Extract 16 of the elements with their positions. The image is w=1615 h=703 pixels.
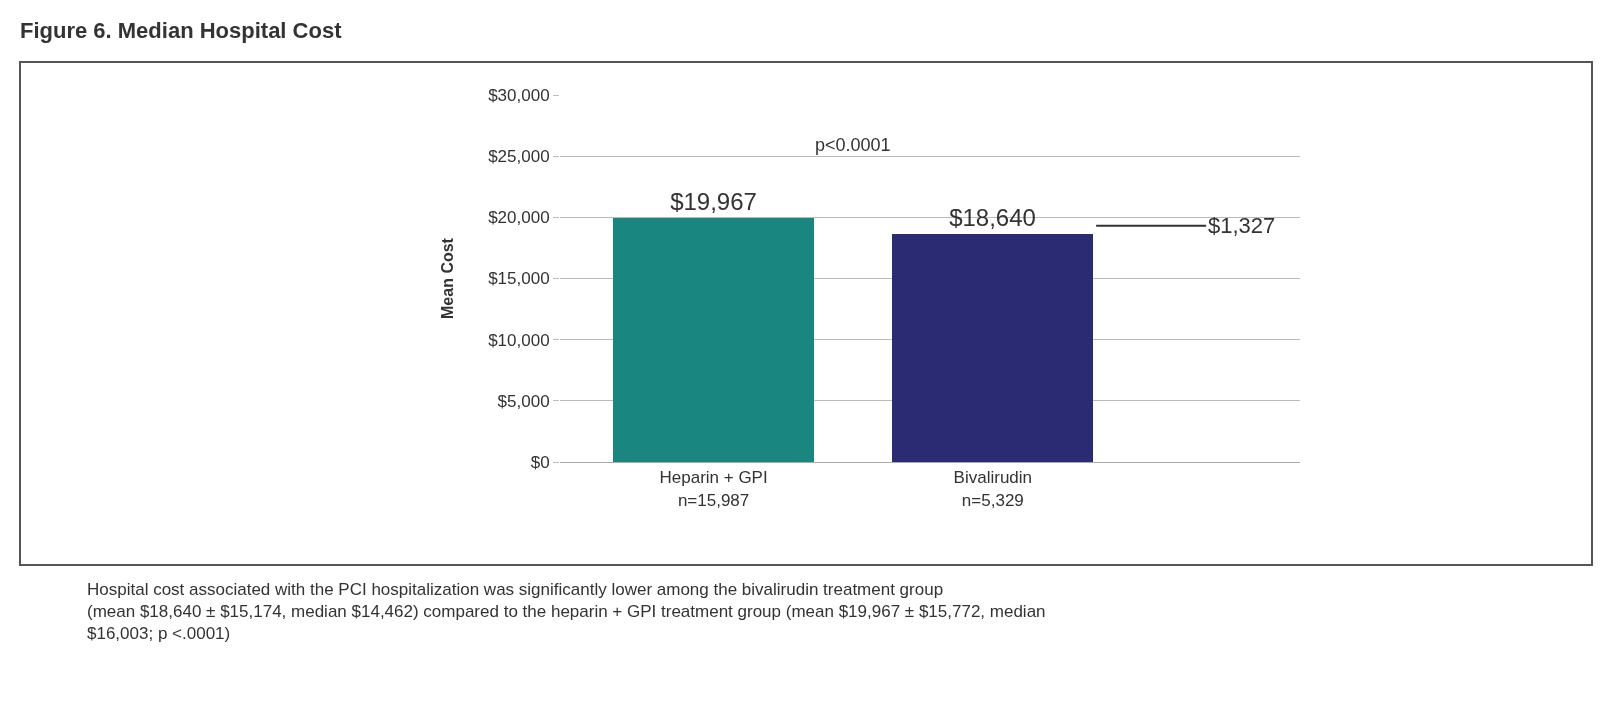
y-tick-label: $15,000 xyxy=(488,269,550,289)
data-label: $18,640 xyxy=(949,204,1036,231)
x-tick-label: Bivalirudin n=5,329 xyxy=(953,468,1033,510)
y-axis-title: Mean Cost xyxy=(439,237,457,319)
y-tick-label: $20,000 xyxy=(488,208,550,228)
text: Figure 6. Median Hospital Cost xyxy=(20,17,343,43)
data-label: $19,967 xyxy=(670,188,757,215)
annotation: p<0.0001 xyxy=(815,135,891,155)
annotation: $1,327 xyxy=(1208,213,1276,238)
y-tick-label: $5,000 xyxy=(497,391,550,411)
y-tick-label: $10,000 xyxy=(488,330,550,350)
y-tick-label: $25,000 xyxy=(488,147,550,167)
y-tick-label: $0 xyxy=(530,452,550,472)
text: Hospital cost associated with the PCI hospitalization was significantly lower among the bivalirudin treatment group (mean $18,640 ± $15,174, median $14,462) compared to the heparin + GPI treatment group (mean $19,967 ± $15,772, median $16,003; p <.0001) xyxy=(87,580,1046,644)
x-tick-label: Heparin + GPI n=15,987 xyxy=(659,468,768,510)
y-tick-label: $30,000 xyxy=(488,85,550,105)
